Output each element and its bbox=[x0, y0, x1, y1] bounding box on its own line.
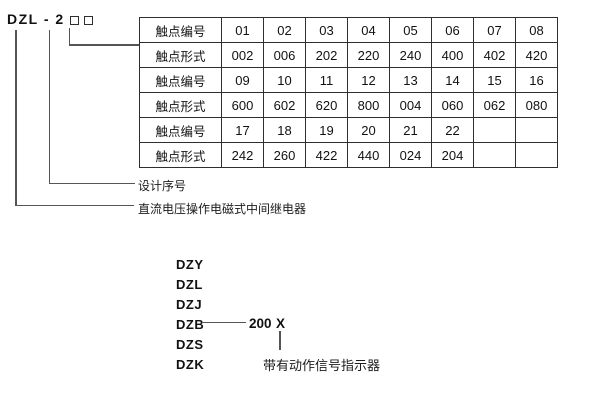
row-label: 触点编号 bbox=[139, 117, 222, 143]
value-cell: 19 bbox=[305, 117, 348, 143]
table-row: 触点形式 600 602 620 800 004 060 062 080 bbox=[139, 92, 558, 118]
table-row: 触点编号 09 10 11 12 13 14 15 16 bbox=[139, 67, 558, 93]
dzb-code-text: 200 bbox=[249, 316, 272, 331]
dzb-connector-line bbox=[203, 321, 246, 323]
value-cell: 420 bbox=[515, 42, 558, 68]
value-cell: 620 bbox=[305, 92, 348, 118]
value-cell: 260 bbox=[263, 142, 306, 168]
value-cell bbox=[473, 117, 516, 143]
value-cell: 024 bbox=[389, 142, 432, 168]
series-item-dzk: DZK bbox=[176, 357, 205, 372]
value-cell bbox=[515, 117, 558, 143]
series-item-dzb: DZB bbox=[176, 317, 205, 332]
row-label: 触点形式 bbox=[139, 42, 222, 68]
value-cell: 242 bbox=[221, 142, 264, 168]
value-cell: 04 bbox=[347, 17, 390, 43]
value-cell: 080 bbox=[515, 92, 558, 118]
value-cell: 13 bbox=[389, 67, 432, 93]
relay-type-label: 直流电压操作电磁式中间继电器 bbox=[138, 202, 307, 216]
value-cell: 400 bbox=[431, 42, 474, 68]
value-cell: 600 bbox=[221, 92, 264, 118]
model-code-text: DZL - 2 bbox=[7, 11, 65, 27]
row-label: 触点编号 bbox=[139, 67, 222, 93]
value-cell: 10 bbox=[263, 67, 306, 93]
value-cell: 12 bbox=[347, 67, 390, 93]
value-cell: 20 bbox=[347, 117, 390, 143]
value-cell: 06 bbox=[431, 17, 474, 43]
value-cell: 09 bbox=[221, 67, 264, 93]
table-row: 触点编号 01 02 03 04 05 06 07 08 bbox=[139, 17, 558, 43]
value-cell: 800 bbox=[347, 92, 390, 118]
value-cell: 11 bbox=[305, 67, 348, 93]
value-cell: 602 bbox=[263, 92, 306, 118]
callout-line-contact-horizontal bbox=[68, 44, 140, 46]
design-serial-label: 设计序号 bbox=[138, 179, 187, 193]
value-cell: 202 bbox=[305, 42, 348, 68]
value-cell: 22 bbox=[431, 117, 474, 143]
value-cell: 004 bbox=[389, 92, 432, 118]
value-cell: 15 bbox=[473, 67, 516, 93]
series-item-dzs: DZS bbox=[176, 337, 204, 352]
value-cell: 060 bbox=[431, 92, 474, 118]
contact-spec-table: 触点编号 01 02 03 04 05 06 07 08 触点形式 002 006 202 220 240 4… bbox=[139, 17, 558, 168]
series-item-dzy: DZY bbox=[176, 257, 204, 272]
indicator-note-label: 带有动作信号指示器 bbox=[263, 358, 381, 373]
table-row: 触点形式 002 006 202 220 240 400 402 420 bbox=[139, 42, 558, 68]
callout-line-relay-horizontal bbox=[15, 204, 134, 206]
row-label: 触点编号 bbox=[139, 17, 222, 43]
value-cell: 03 bbox=[305, 17, 348, 43]
value-cell: 220 bbox=[347, 42, 390, 68]
value-cell: 204 bbox=[431, 142, 474, 168]
value-cell: 440 bbox=[347, 142, 390, 168]
callout-line-contact-vertical bbox=[68, 28, 70, 46]
value-cell: 18 bbox=[263, 117, 306, 143]
value-cell: 07 bbox=[473, 17, 516, 43]
spec-table-body: 触点编号 01 02 03 04 05 06 07 08 触点形式 002 006 202 220 240 4… bbox=[139, 17, 558, 168]
callout-line-serial-horizontal bbox=[48, 182, 135, 184]
row-label: 触点形式 bbox=[139, 142, 222, 168]
value-cell bbox=[473, 142, 516, 168]
row-label: 触点形式 bbox=[139, 92, 222, 118]
value-cell bbox=[515, 142, 558, 168]
value-cell: 240 bbox=[389, 42, 432, 68]
model-code: DZL - 2 bbox=[7, 11, 93, 27]
value-cell: 05 bbox=[389, 17, 432, 43]
series-item-dzl: DZL bbox=[176, 277, 203, 292]
table-row: 触点形式 242 260 422 440 024 204 bbox=[139, 142, 558, 168]
variant-callout-line bbox=[279, 331, 281, 350]
value-cell: 402 bbox=[473, 42, 516, 68]
dzb-variant-text: X bbox=[276, 316, 286, 331]
series-item-dzj: DZJ bbox=[176, 297, 203, 312]
value-cell: 422 bbox=[305, 142, 348, 168]
callout-line-serial-vertical bbox=[48, 30, 50, 184]
placeholder-box-1 bbox=[69, 15, 79, 25]
value-cell: 21 bbox=[389, 117, 432, 143]
value-cell: 01 bbox=[221, 17, 264, 43]
callout-line-relay-vertical bbox=[15, 30, 17, 206]
value-cell: 14 bbox=[431, 67, 474, 93]
value-cell: 006 bbox=[263, 42, 306, 68]
table-row: 触点编号 17 18 19 20 21 22 bbox=[139, 117, 558, 143]
value-cell: 002 bbox=[221, 42, 264, 68]
placeholder-box-2 bbox=[83, 15, 93, 25]
value-cell: 16 bbox=[515, 67, 558, 93]
value-cell: 02 bbox=[263, 17, 306, 43]
value-cell: 17 bbox=[221, 117, 264, 143]
value-cell: 08 bbox=[515, 17, 558, 43]
value-cell: 062 bbox=[473, 92, 516, 118]
